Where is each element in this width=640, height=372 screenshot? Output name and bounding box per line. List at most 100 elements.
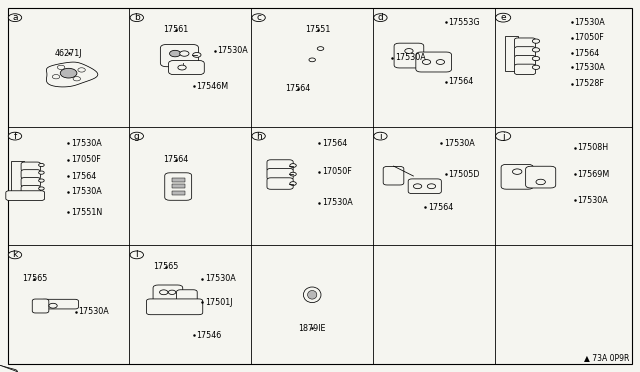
Bar <box>505 36 518 71</box>
Circle shape <box>532 57 540 61</box>
Circle shape <box>317 46 324 51</box>
Text: b: b <box>134 13 140 22</box>
Text: 17508H: 17508H <box>577 144 609 153</box>
FancyBboxPatch shape <box>0 361 17 372</box>
Circle shape <box>58 65 65 70</box>
FancyBboxPatch shape <box>6 191 45 201</box>
Circle shape <box>436 60 445 64</box>
Bar <box>172 185 185 189</box>
Text: 1879lE: 1879lE <box>298 324 326 333</box>
FancyBboxPatch shape <box>168 61 204 74</box>
Text: 17564: 17564 <box>163 155 188 164</box>
Text: c: c <box>256 13 261 22</box>
Circle shape <box>8 14 22 22</box>
Text: 17565: 17565 <box>22 274 47 283</box>
Circle shape <box>536 179 545 185</box>
FancyBboxPatch shape <box>32 299 49 313</box>
Text: 17501J: 17501J <box>205 298 232 307</box>
Text: 17530A: 17530A <box>78 307 109 316</box>
Text: 17530A: 17530A <box>71 139 102 148</box>
Circle shape <box>495 132 511 141</box>
FancyBboxPatch shape <box>40 299 79 309</box>
Text: 17565: 17565 <box>154 262 179 271</box>
Circle shape <box>170 50 180 57</box>
Circle shape <box>49 303 57 308</box>
Text: 17530A: 17530A <box>575 18 605 27</box>
FancyBboxPatch shape <box>21 170 40 179</box>
FancyBboxPatch shape <box>21 177 40 187</box>
Text: 17564: 17564 <box>322 139 347 148</box>
Text: d: d <box>378 13 383 22</box>
Text: 17551: 17551 <box>305 25 331 34</box>
Text: 17564: 17564 <box>71 172 96 181</box>
Text: 17564: 17564 <box>575 49 600 58</box>
Text: 17050F: 17050F <box>322 167 352 176</box>
FancyBboxPatch shape <box>147 299 203 315</box>
Text: 17553G: 17553G <box>449 18 480 27</box>
FancyBboxPatch shape <box>525 166 556 188</box>
Text: 17530A: 17530A <box>444 139 474 148</box>
Circle shape <box>38 179 44 182</box>
Text: g: g <box>134 132 140 141</box>
Circle shape <box>60 68 77 78</box>
Text: h: h <box>256 132 262 141</box>
Circle shape <box>532 39 540 43</box>
Circle shape <box>168 290 176 294</box>
Text: l: l <box>136 250 138 259</box>
Text: 17530A: 17530A <box>575 63 605 72</box>
FancyBboxPatch shape <box>408 179 442 193</box>
Circle shape <box>73 77 81 81</box>
Circle shape <box>38 187 44 190</box>
FancyBboxPatch shape <box>515 47 536 57</box>
Polygon shape <box>47 62 98 87</box>
Circle shape <box>8 251 22 259</box>
Text: 17530A: 17530A <box>205 274 236 283</box>
Text: e: e <box>500 13 506 22</box>
FancyBboxPatch shape <box>164 173 191 200</box>
Circle shape <box>374 132 387 140</box>
Circle shape <box>180 51 189 56</box>
Circle shape <box>404 49 413 54</box>
FancyBboxPatch shape <box>21 186 40 195</box>
Circle shape <box>290 172 296 176</box>
Circle shape <box>532 48 540 52</box>
Text: j: j <box>502 132 504 141</box>
Circle shape <box>78 68 85 72</box>
Text: 17530A: 17530A <box>577 196 608 205</box>
Text: 17530A: 17530A <box>71 187 102 196</box>
Circle shape <box>130 14 143 22</box>
Circle shape <box>252 132 266 140</box>
Text: 17530A: 17530A <box>322 198 353 207</box>
Circle shape <box>428 184 436 189</box>
FancyBboxPatch shape <box>267 169 293 180</box>
FancyBboxPatch shape <box>153 285 183 304</box>
Circle shape <box>130 251 143 259</box>
FancyBboxPatch shape <box>0 362 17 372</box>
Text: a: a <box>12 13 18 22</box>
Text: 17561: 17561 <box>163 25 188 34</box>
Circle shape <box>159 290 168 295</box>
Text: k: k <box>12 250 18 259</box>
Circle shape <box>532 65 540 70</box>
Text: 17564: 17564 <box>285 84 310 93</box>
Circle shape <box>38 163 44 167</box>
Text: 17564: 17564 <box>449 77 474 86</box>
FancyBboxPatch shape <box>21 162 40 171</box>
FancyBboxPatch shape <box>515 55 536 66</box>
Circle shape <box>8 132 22 140</box>
FancyBboxPatch shape <box>394 43 424 68</box>
Circle shape <box>38 171 44 174</box>
Text: 17546M: 17546M <box>196 82 228 91</box>
Text: i: i <box>379 132 381 141</box>
Text: 17050F: 17050F <box>575 33 604 42</box>
Circle shape <box>52 74 60 79</box>
Bar <box>172 178 185 182</box>
FancyBboxPatch shape <box>383 167 404 185</box>
Ellipse shape <box>303 287 321 302</box>
Circle shape <box>290 182 296 185</box>
Circle shape <box>290 164 296 167</box>
Text: f: f <box>13 132 17 141</box>
Circle shape <box>252 14 266 22</box>
Circle shape <box>130 132 143 140</box>
FancyBboxPatch shape <box>515 64 536 74</box>
